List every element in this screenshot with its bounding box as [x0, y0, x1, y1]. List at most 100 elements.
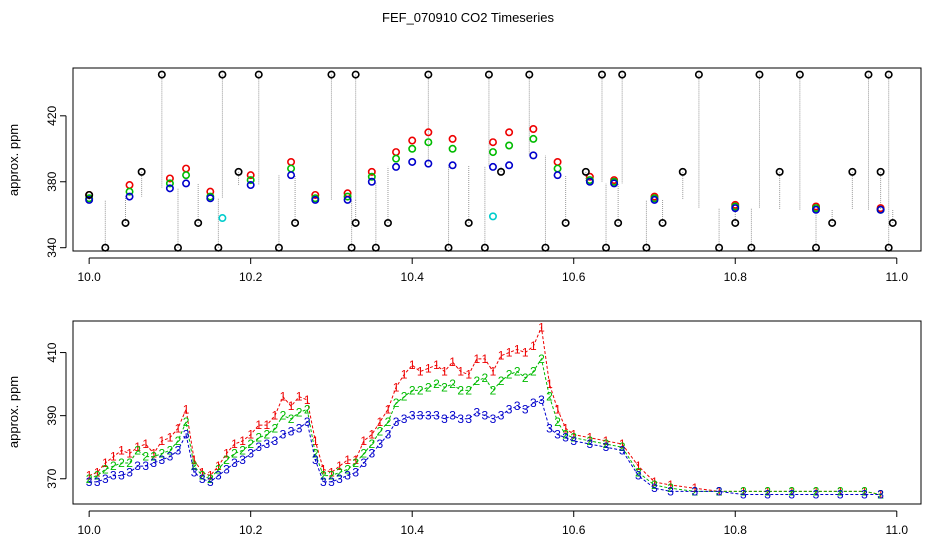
series-1-label: 1 [473, 352, 480, 366]
point-series-1 [165, 174, 174, 183]
point-series-1 [505, 128, 514, 137]
series-3-label: 3 [255, 440, 262, 454]
series-3-label: 3 [740, 488, 747, 502]
series-1-label: 1 [651, 475, 658, 489]
series-1-label: 1 [740, 484, 747, 498]
series-1-label: 1 [312, 434, 319, 448]
series-1-label: 1 [183, 402, 190, 416]
point-series-2 [488, 148, 497, 157]
series-2-label: 2 [183, 415, 190, 429]
series-1-label: 1 [86, 469, 93, 483]
point-series-2 [408, 144, 417, 153]
series-2-label: 2 [740, 484, 747, 498]
series-3-label: 3 [877, 488, 884, 502]
point-series-3 [731, 204, 740, 213]
series-3-label: 3 [288, 424, 295, 438]
point-series-3 [246, 181, 255, 190]
top-plot-frame [72, 67, 922, 252]
series-3-label: 3 [175, 443, 182, 457]
series-3-label: 3 [425, 409, 432, 423]
series-1-label: 1 [263, 418, 270, 432]
series-2-label: 2 [877, 488, 884, 502]
point-series-2 [182, 171, 191, 180]
series-3-label: 3 [94, 475, 101, 489]
point-series-1 [585, 172, 594, 181]
series-1-label: 1 [482, 352, 489, 366]
series-1-label: 1 [223, 447, 230, 461]
point-series-raw [137, 167, 146, 176]
series-1-label: 1 [877, 488, 884, 502]
series-3-label: 3 [498, 409, 505, 423]
series-2-label: 2 [861, 484, 868, 498]
series-1-label: 1 [150, 447, 157, 461]
series-2-label: 2 [312, 447, 319, 461]
point-series-raw [876, 167, 885, 176]
series-1-label: 1 [562, 421, 569, 435]
series-2-label: 2 [473, 374, 480, 388]
series-1-label: 1 [498, 349, 505, 363]
point-series-raw [194, 218, 203, 227]
series-2-label: 2 [175, 434, 182, 448]
series-2-label: 2 [199, 469, 206, 483]
series-2-label: 2 [433, 377, 440, 391]
series-3-label: 3 [385, 428, 392, 442]
series-2-label: 2 [328, 469, 335, 483]
series-2-label: 2 [522, 371, 529, 385]
series-2-label: 2 [280, 409, 287, 423]
bottom-y-axis: 370 390 410 [45, 342, 67, 489]
series-1-label: 1 [352, 453, 359, 467]
point-series-3 [85, 195, 94, 204]
series-1-label: 1 [207, 469, 214, 483]
series-1-label: 1 [191, 453, 198, 467]
series-3-label: 3 [441, 412, 448, 426]
series-3-label: 3 [651, 481, 658, 495]
point-series-raw [480, 243, 489, 252]
series-3-label: 3 [490, 412, 497, 426]
point-series-1 [287, 157, 296, 166]
x-tick-label: 10.4 [401, 270, 425, 284]
point-series-raw [371, 243, 380, 252]
series-1-label: 1 [554, 402, 561, 416]
series-3-label: 3 [368, 447, 375, 461]
point-series-3 [125, 192, 134, 201]
series-3-label: 3 [296, 421, 303, 435]
x-tick-label: 10.4 [401, 523, 425, 537]
series-1-label: 1 [328, 465, 335, 479]
series-2-label: 2 [167, 443, 174, 457]
series-1-label: 1 [118, 443, 125, 457]
series-3-label: 3 [231, 456, 238, 470]
series-2-label: 2 [368, 437, 375, 451]
point-series-2 [287, 164, 296, 173]
series-3-label: 3 [344, 469, 351, 483]
x-tick-label: 10.6 [562, 523, 586, 537]
point-series-3 [529, 151, 538, 160]
series-3-label: 3 [272, 434, 279, 448]
point-series-3 [488, 162, 497, 171]
series-2-label: 2 [158, 447, 165, 461]
point-series-raw [541, 243, 550, 252]
point-series-raw [85, 190, 94, 199]
point-series-2 [448, 144, 457, 153]
series-3-label: 3 [837, 488, 844, 502]
series-2-label: 2 [587, 434, 594, 448]
series-3-label: 3 [449, 409, 456, 423]
point-series-raw [864, 70, 873, 79]
series-2-label: 2 [538, 352, 545, 366]
series-2-label: 2 [603, 437, 610, 451]
point-series-raw [254, 70, 263, 79]
series-3-label: 3 [86, 475, 93, 489]
point-series-raw [347, 243, 356, 252]
point-series-3 [287, 171, 296, 180]
series-2-label: 2 [788, 484, 795, 498]
point-series-1 [392, 148, 401, 157]
series-1-label: 1 [603, 434, 610, 448]
point-series-3 [165, 184, 174, 193]
x-tick-label: 10.2 [239, 523, 263, 537]
series-1-label: 1 [231, 437, 238, 451]
series-1-label: 1 [449, 355, 456, 369]
point-series-raw [678, 167, 687, 176]
series-3-label: 3 [570, 434, 577, 448]
series-2-label: 2 [191, 459, 198, 473]
series-3-label: 3 [788, 488, 795, 502]
